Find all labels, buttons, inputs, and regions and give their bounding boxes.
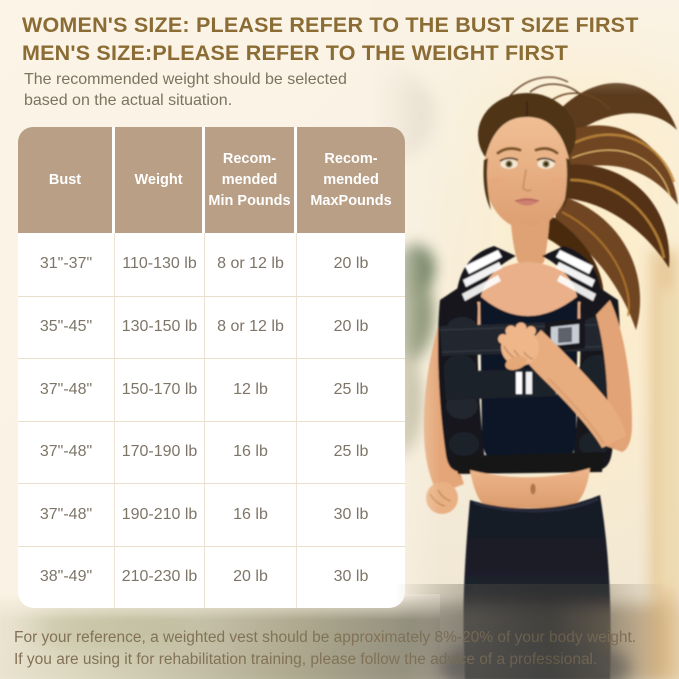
table-row: 37"-48" 170-190 lb 16 lb 25 lb <box>18 420 405 484</box>
cell-weight: 210-230 lb <box>115 545 205 608</box>
cell-max-pounds: 25 lb <box>297 420 405 484</box>
cell-weight: 110-130 lb <box>115 233 205 296</box>
cell-bust: 31"-37" <box>18 233 115 296</box>
cell-weight: 170-190 lb <box>115 420 205 483</box>
cell-min-pounds: 16 lb <box>205 483 297 546</box>
table-body: 31"-37" 110-130 lb 8 or 12 lb 20 lb 35"-… <box>18 233 405 608</box>
running-girl-photo <box>348 0 679 679</box>
cell-max-pounds: 30 lb <box>297 545 405 609</box>
navel <box>530 483 536 495</box>
cell-max-pounds: 20 lb <box>297 295 405 359</box>
cell-min-pounds: 20 lb <box>205 545 297 608</box>
column-header-weight: Weight <box>115 127 205 233</box>
cell-weight: 190-210 lb <box>115 483 205 546</box>
ponytail-hair <box>509 76 678 330</box>
product-photo <box>348 0 679 679</box>
column-header-min-pounds: Recom- mended Min Pounds <box>205 127 297 233</box>
title-line-men: MEN'S SIZE:PLEASE REFER TO THE WEIGHT FI… <box>22 41 569 65</box>
raised-fist <box>501 328 539 366</box>
cell-min-pounds: 8 or 12 lb <box>205 295 297 358</box>
title-line-women: WOMEN'S SIZE: PLEASE REFER TO THE BUST S… <box>22 13 639 37</box>
cell-weight: 130-150 lb <box>115 295 205 358</box>
table-row: 35"-45" 130-150 lb 8 or 12 lb 20 lb <box>18 295 405 359</box>
page-title: WOMEN'S SIZE: PLEASE REFER TO THE BUST S… <box>22 11 639 67</box>
subtitle: The recommended weight should be selecte… <box>24 71 347 109</box>
table-row: 38"-49" 210-230 lb 20 lb 30 lb <box>18 545 405 609</box>
cell-bust: 37"-48" <box>18 420 115 483</box>
cell-max-pounds: 30 lb <box>297 483 405 546</box>
right-arm <box>498 300 632 452</box>
cell-min-pounds: 12 lb <box>205 358 297 421</box>
column-header-max-pounds: Recom- mended MaxPounds <box>297 127 405 233</box>
cell-min-pounds: 16 lb <box>205 420 297 483</box>
neck <box>510 212 550 268</box>
table-header-row: Bust Weight Recom- mended Min Pounds Rec… <box>18 127 405 233</box>
size-table: Bust Weight Recom- mended Min Pounds Rec… <box>18 127 405 608</box>
weighted-vest <box>438 246 620 474</box>
cell-bust: 37"-48" <box>18 483 115 546</box>
head <box>478 93 576 229</box>
midriff <box>470 468 590 508</box>
cell-min-pounds: 8 or 12 lb <box>205 233 297 296</box>
reflective-stripes <box>462 250 596 301</box>
cell-bust: 37"-48" <box>18 358 115 421</box>
cell-max-pounds: 25 lb <box>297 358 405 421</box>
table-row: 31"-37" 110-130 lb 8 or 12 lb 20 lb <box>18 233 405 296</box>
disclaimer: For your reference, a weighted vest shou… <box>14 627 669 671</box>
table-row: 37"-48" 150-170 lb 12 lb 25 lb <box>18 358 405 421</box>
disclaimer-line-2: If you are using it for rehabilitation t… <box>14 651 598 668</box>
table-row: 37"-48" 190-210 lb 16 lb 30 lb <box>18 483 405 546</box>
disclaimer-line-1: For your reference, a weighted vest shou… <box>14 629 637 646</box>
cell-max-pounds: 20 lb <box>333 255 369 273</box>
column-header-bust: Bust <box>18 127 115 233</box>
running-girl <box>423 76 678 679</box>
cell-weight: 150-170 lb <box>115 358 205 421</box>
cell-bust: 35"-45" <box>18 295 115 358</box>
cell-bust: 38"-49" <box>18 545 115 608</box>
